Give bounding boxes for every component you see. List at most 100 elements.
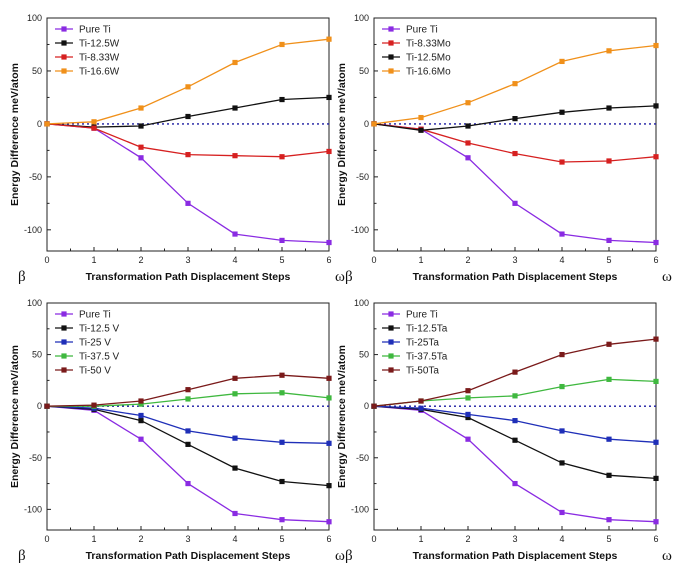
data-point: [138, 144, 144, 150]
data-point: [559, 58, 565, 65]
data-point: [559, 351, 565, 358]
legend-swatch-marker: [61, 353, 67, 359]
data-point: [232, 231, 238, 237]
data-point: [232, 59, 238, 66]
legend-swatch-marker: [388, 68, 394, 74]
data-point: [512, 116, 518, 122]
series-2: [371, 121, 659, 165]
data-point: [326, 519, 332, 525]
data-point: [653, 154, 659, 160]
legend-label: Ti-12.5W: [79, 39, 120, 50]
data-point: [512, 437, 518, 443]
data-point: [606, 341, 612, 347]
y-tick-label: 100: [354, 298, 369, 308]
data-point: [326, 94, 332, 101]
data-point: [418, 405, 424, 411]
data-point: [653, 439, 659, 445]
chart-panel-3: -100 -50 0 50 100 0 1 2 3 4 5 6 Transformation Path …: [9, 298, 345, 564]
data-point: [465, 395, 471, 401]
data-point: [138, 412, 144, 419]
x-tick-label: 6: [653, 534, 658, 544]
legend: Pure Ti Ti-12.5 V Ti-25 V Ti-37.5 V Ti-50 V: [55, 310, 120, 377]
series-5: [44, 372, 332, 409]
legend-label: Ti-8.33W: [79, 53, 120, 64]
data-point: [606, 436, 612, 442]
legend-swatch-marker: [61, 339, 67, 345]
x-axis-title: Transformation Path Displacement Steps: [413, 550, 618, 562]
y-tick-label: 0: [37, 401, 42, 411]
data-point: [232, 105, 238, 111]
x-axis-title: Transformation Path Displacement Steps: [413, 271, 618, 283]
series-2: [371, 403, 659, 482]
data-point: [465, 414, 471, 421]
x-tick-label: 5: [279, 255, 284, 265]
legend-swatch-marker: [388, 339, 394, 345]
x-tick-label: 6: [326, 255, 331, 265]
y-tick-label: 50: [32, 350, 42, 360]
x-tick-label: 5: [606, 534, 611, 544]
data-point: [138, 105, 144, 111]
data-point: [279, 96, 285, 103]
y-tick-label: -100: [24, 225, 42, 235]
x-tick-label: 0: [44, 534, 49, 544]
legend-label: Ti-37.5 V: [79, 352, 120, 363]
data-point: [512, 369, 518, 375]
data-point: [185, 428, 191, 434]
data-point: [653, 475, 659, 482]
data-point: [465, 123, 471, 129]
data-point: [91, 125, 97, 131]
legend-label: Ti-8.33Mo: [406, 39, 451, 50]
data-point: [606, 517, 612, 523]
y-axis-title: Energy Difference meV/atom: [9, 345, 21, 488]
data-point: [91, 402, 97, 408]
x-tick-label: 6: [653, 255, 658, 265]
data-point: [559, 231, 565, 237]
data-point: [326, 395, 332, 401]
data-point: [279, 41, 285, 48]
legend-label: Ti-50Ta: [406, 366, 439, 377]
x-axis-title: Transformation Path Displacement Steps: [86, 550, 291, 562]
x-tick-label: 2: [465, 534, 470, 544]
y-tick-label: 0: [37, 119, 42, 129]
y-tick-label: -50: [356, 172, 369, 182]
data-point: [653, 103, 659, 109]
data-point: [326, 148, 332, 155]
series-1: [44, 121, 332, 246]
legend: Pure Ti Ti-12.5W Ti-8.33W Ti-16.6W: [55, 25, 120, 78]
data-point: [279, 517, 285, 523]
data-point: [326, 440, 332, 446]
legend-swatch-marker: [388, 54, 394, 60]
data-point: [185, 152, 191, 158]
data-point: [44, 121, 50, 127]
legend-swatch-marker: [388, 325, 394, 331]
y-tick-label: -50: [356, 453, 369, 463]
data-point: [185, 480, 191, 487]
data-point: [606, 237, 612, 244]
legend-label: Pure Ti: [406, 25, 438, 36]
data-point: [326, 36, 332, 42]
data-point: [512, 393, 518, 399]
data-point: [653, 336, 659, 342]
y-tick-label: -50: [29, 172, 42, 182]
series-1: [44, 403, 332, 525]
x-tick-label: 1: [91, 534, 96, 544]
data-point: [326, 375, 332, 381]
x-end-label-omega: ω: [335, 548, 345, 564]
x-tick-label: 6: [326, 534, 331, 544]
data-point: [138, 401, 144, 407]
data-point: [232, 435, 238, 441]
series-line: [46, 123, 330, 158]
y-tick-label: -50: [29, 453, 42, 463]
x-tick-label: 0: [371, 534, 376, 544]
legend-label: Ti-12.5 V: [79, 324, 120, 335]
data-point: [185, 84, 191, 90]
y-tick-label: 100: [27, 298, 42, 308]
data-point: [279, 154, 285, 160]
legend-label: Ti-16.6W: [79, 67, 120, 78]
x-end-label-omega: ω: [662, 269, 672, 285]
data-point: [138, 155, 144, 161]
data-point: [465, 155, 471, 161]
y-axis-title: Energy Difference meV/atom: [336, 63, 348, 206]
data-point: [559, 383, 565, 390]
x-tick-label: 5: [279, 534, 284, 544]
